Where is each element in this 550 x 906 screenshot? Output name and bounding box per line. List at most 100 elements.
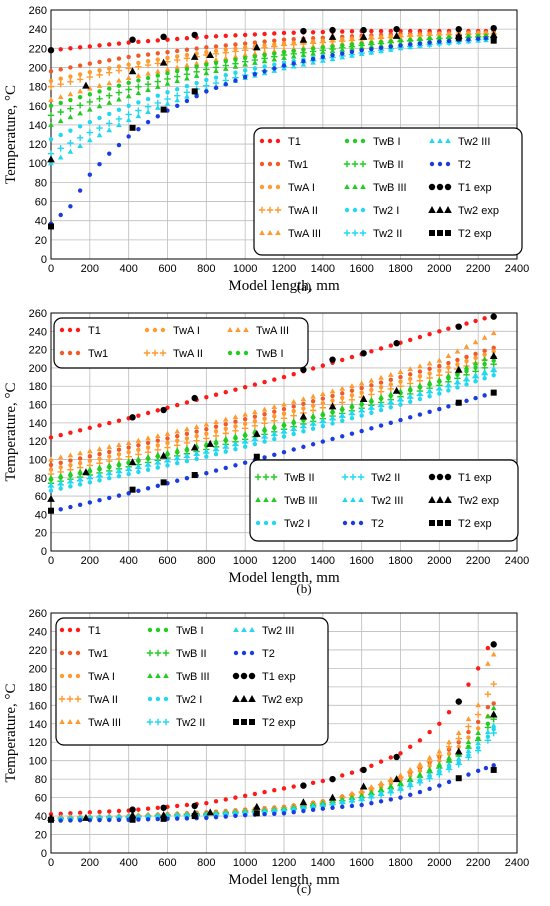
data-point-t2 bbox=[388, 797, 393, 802]
legend-label-t1: T1 bbox=[88, 625, 101, 637]
legend-label-twb-ii: TwB II bbox=[373, 159, 404, 171]
data-point-twb-i bbox=[485, 721, 491, 726]
data-point-t1 bbox=[310, 366, 316, 371]
data-point-twa-iii bbox=[106, 444, 113, 450]
legend-item-t2: T2 bbox=[429, 159, 471, 171]
plot-frame bbox=[50, 612, 518, 854]
data-point-tw2-i bbox=[473, 379, 478, 384]
data-point-tw2-i bbox=[242, 68, 248, 73]
data-point-t2 bbox=[272, 811, 277, 816]
data-point-tw2-i bbox=[223, 449, 228, 454]
data-point-tw2-ii bbox=[144, 103, 152, 110]
data-point-t2-exp bbox=[191, 472, 198, 479]
data-point-tw2-iii bbox=[378, 48, 384, 54]
legend-label-twa-i: TwA I bbox=[88, 671, 115, 683]
data-point-t2 bbox=[213, 815, 219, 820]
data-point-tw2-iii bbox=[106, 469, 113, 475]
data-point-t1 bbox=[485, 645, 491, 651]
legend-marker-tw2-ii bbox=[162, 718, 170, 726]
data-point-twb-i bbox=[68, 97, 73, 103]
data-point-t1-exp bbox=[300, 27, 307, 35]
data-point-tw2-i bbox=[320, 423, 326, 429]
data-point-tw2-i bbox=[175, 461, 180, 466]
data-point-twa-iii bbox=[454, 348, 461, 354]
data-point-tw1 bbox=[77, 63, 83, 68]
legend-item-twb-i: TwB I bbox=[227, 348, 284, 360]
legend-label-tw2-i: Tw2 I bbox=[373, 205, 399, 217]
data-point-twb-i bbox=[242, 55, 248, 61]
data-point-twa-iii bbox=[463, 343, 470, 349]
data-point-t2 bbox=[58, 507, 63, 512]
data-point-t1-exp bbox=[129, 414, 136, 421]
data-point-tw2-i bbox=[349, 415, 355, 421]
data-point-tw2-i bbox=[107, 476, 112, 481]
data-point-tw2-iii bbox=[368, 49, 375, 55]
data-point-tw2-exp bbox=[489, 710, 498, 718]
data-point-twb-iii bbox=[261, 58, 268, 64]
legend-marker-twb-ii bbox=[162, 649, 170, 657]
data-point-tw2-i bbox=[175, 87, 180, 92]
data-point-t2 bbox=[291, 809, 296, 815]
legend-marker-t1 bbox=[59, 627, 65, 633]
data-point-t2 bbox=[242, 812, 248, 818]
data-point-twa-iii bbox=[407, 766, 414, 772]
legend-marker-twa-ii bbox=[66, 695, 74, 703]
data-point-twb-iii bbox=[300, 52, 307, 58]
data-point-twa-ii bbox=[261, 420, 268, 427]
data-point-t2 bbox=[97, 817, 102, 823]
data-point-tw2-iii bbox=[106, 814, 113, 820]
data-point-t1 bbox=[155, 805, 160, 810]
data-point-t2 bbox=[87, 500, 93, 505]
data-point-tw2-i bbox=[340, 418, 345, 423]
plot-frame bbox=[50, 312, 518, 552]
data-point-twa-ii bbox=[212, 432, 220, 440]
data-point-twb-iii bbox=[417, 771, 423, 777]
data-point-twa-iii bbox=[387, 776, 394, 782]
data-point-twb-ii bbox=[106, 92, 113, 99]
data-point-tw2-i bbox=[272, 436, 277, 442]
data-point-t1 bbox=[184, 36, 190, 41]
legend-marker-twa-i bbox=[144, 327, 150, 333]
data-point-t1 bbox=[87, 425, 93, 431]
data-point-tw2-i bbox=[455, 385, 460, 390]
data-point-tw1 bbox=[48, 69, 54, 74]
data-point-twb-iii bbox=[154, 451, 161, 457]
data-point-tw2-iii bbox=[203, 448, 210, 454]
data-point-tw1 bbox=[272, 38, 277, 43]
data-point-twa-iii bbox=[48, 456, 54, 462]
data-point-tw2-iii bbox=[135, 813, 142, 819]
data-point-twb-iii bbox=[213, 438, 219, 444]
data-point-t2 bbox=[58, 212, 63, 218]
data-point-twa-i bbox=[475, 726, 481, 731]
data-point-twa-i bbox=[378, 384, 384, 390]
data-point-t2 bbox=[340, 51, 345, 56]
x-tick-label: 2400 bbox=[505, 263, 529, 275]
y-tick-label: 140 bbox=[29, 418, 47, 430]
data-point-t2 bbox=[483, 765, 489, 771]
data-point-t1 bbox=[417, 334, 423, 340]
legend-marker-twa-ii bbox=[151, 349, 159, 357]
data-point-tw2-iii bbox=[368, 792, 375, 798]
data-point-tw2-iii bbox=[320, 417, 326, 423]
data-point-t1 bbox=[252, 791, 258, 797]
data-point-t2-exp bbox=[490, 766, 497, 773]
data-point-t2 bbox=[58, 818, 63, 823]
data-point-t1 bbox=[136, 39, 141, 45]
data-point-t1 bbox=[427, 331, 432, 337]
legend-marker-t1 bbox=[75, 627, 81, 633]
data-point-tw1 bbox=[455, 357, 460, 363]
legend-marker-twa-iii bbox=[59, 719, 65, 724]
legend-label-tw2-exp: Tw2 exp bbox=[458, 205, 499, 217]
data-point-twa-iii bbox=[203, 421, 210, 427]
data-point-tw2-iii bbox=[417, 776, 423, 782]
data-point-t2 bbox=[87, 172, 93, 177]
data-point-t2-exp bbox=[160, 479, 167, 486]
data-point-twb-i bbox=[97, 89, 102, 94]
legend-marker-twa-i bbox=[67, 673, 73, 679]
y-axis-label: Temperature, °C bbox=[3, 85, 19, 184]
data-point-tw2-iii bbox=[252, 435, 258, 441]
data-point-t2 bbox=[330, 805, 335, 810]
data-point-t2 bbox=[155, 816, 160, 822]
data-point-twa-i bbox=[398, 379, 403, 384]
legend-marker-tw2-i bbox=[263, 520, 269, 526]
